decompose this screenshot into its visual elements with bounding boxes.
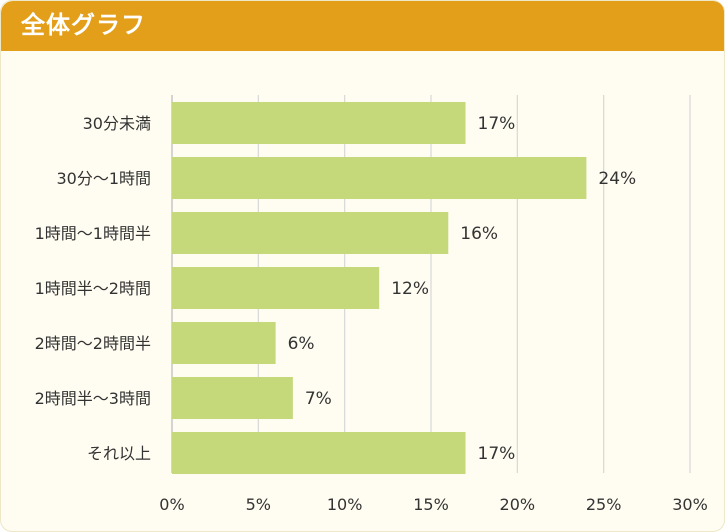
x-tick-label: 15% [413, 495, 449, 514]
category-label: 2時間～2時間半 [35, 334, 151, 353]
value-label: 24% [598, 169, 636, 189]
labels: 0% 5% 10% 15% 20% 25% 30% 30分未満 17% 30分～1時間 24% 1時間… [35, 114, 708, 514]
bar [172, 322, 276, 364]
value-label: 17% [478, 444, 516, 464]
value-label: 7% [305, 389, 332, 409]
category-label: 2時間半～3時間 [35, 389, 151, 408]
category-label: 30分未満 [83, 114, 151, 133]
x-tick-label: 25% [586, 495, 622, 514]
value-label: 16% [460, 224, 498, 244]
x-tick-label: 30% [672, 495, 708, 514]
bar [172, 212, 449, 254]
category-label: 1時間～1時間半 [35, 224, 151, 243]
x-tick-label: 20% [500, 495, 536, 514]
value-label: 12% [391, 279, 429, 299]
value-label: 6% [288, 334, 315, 354]
x-tick-label: 5% [246, 495, 271, 514]
category-label: 1時間半～2時間 [35, 279, 151, 298]
bars [172, 102, 587, 474]
value-label: 17% [478, 114, 516, 134]
bar [172, 267, 380, 309]
category-label: それ以上 [87, 444, 151, 463]
bar [172, 157, 587, 199]
category-label: 30分～1時間 [56, 169, 151, 188]
bar [172, 377, 293, 419]
chart-header: 全体グラフ [1, 1, 724, 51]
bar [172, 102, 466, 144]
x-tick-label: 0% [159, 495, 184, 514]
bar [172, 432, 466, 474]
x-tick-label: 10% [327, 495, 363, 514]
chart-header-title: 全体グラフ [21, 11, 146, 39]
